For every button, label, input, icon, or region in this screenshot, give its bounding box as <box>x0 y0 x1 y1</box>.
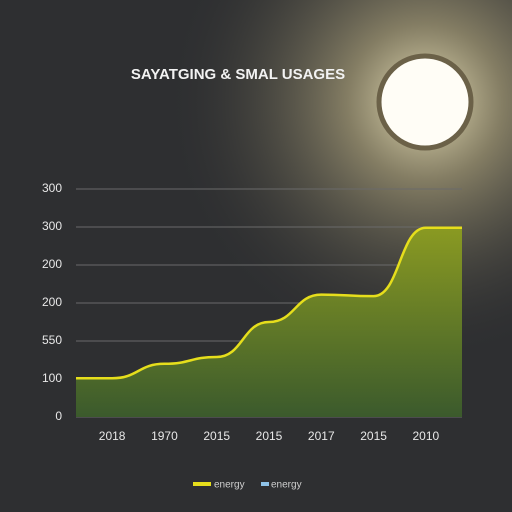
y-tick-label: 100 <box>42 371 62 385</box>
x-tick-label: 2015 <box>203 429 230 443</box>
line <box>76 226 462 380</box>
sun-decoration <box>376 53 474 151</box>
y-tick-label: 300 <box>42 181 62 195</box>
y-tick-label: 200 <box>42 257 62 271</box>
legend-label: energy <box>214 480 245 491</box>
x-tick-label: 2015 <box>256 429 283 443</box>
y-tick-label: 0 <box>55 409 62 423</box>
y-tick-label: 550 <box>42 333 62 347</box>
legend-swatch <box>193 482 211 486</box>
x-tick-label: 2017 <box>308 429 335 443</box>
x-tick-label: 1970 <box>151 429 178 443</box>
x-tick-label: 2010 <box>413 429 440 443</box>
chart-title: SAYATGING & SMAL USAGES <box>131 66 345 83</box>
y-tick-label: 300 <box>42 219 62 233</box>
x-tick-label: 2015 <box>360 429 387 443</box>
x-tick-label: 2018 <box>99 429 126 443</box>
legend-label: energy <box>271 480 302 491</box>
y-tick-label: 200 <box>42 295 62 309</box>
legend-swatch <box>261 482 269 486</box>
